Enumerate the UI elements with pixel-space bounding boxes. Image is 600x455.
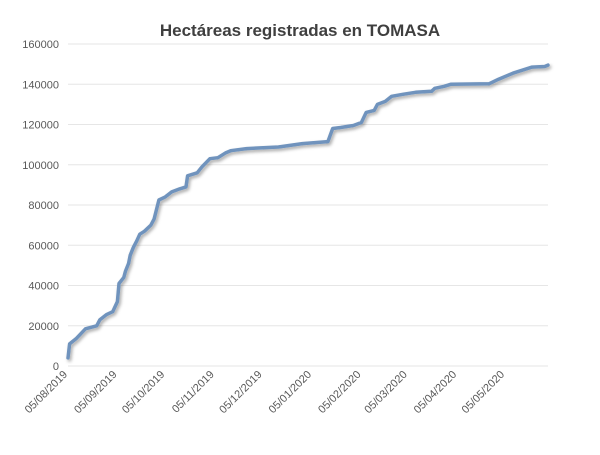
- grid-layer: [68, 43, 548, 367]
- y-tick-label: 100000: [22, 160, 59, 172]
- data-point: [157, 198, 161, 202]
- data-point: [184, 185, 188, 189]
- x-tick-label: 05/02/2020: [316, 369, 363, 416]
- data-point: [152, 217, 156, 221]
- data-point: [530, 65, 534, 69]
- data-point: [74, 337, 78, 340]
- y-tick-label: 0: [53, 361, 59, 373]
- data-point: [111, 310, 114, 313]
- data-point: [124, 270, 127, 273]
- x-tick-label: 05/12/2019: [217, 369, 264, 416]
- series-line: [66, 63, 550, 360]
- data-point: [132, 246, 135, 249]
- data-point: [143, 230, 146, 233]
- y-tick-label: 160000: [22, 39, 59, 51]
- x-tick-label: 05/05/2020: [460, 369, 507, 416]
- x-tick-label: 05/03/2020: [362, 369, 409, 416]
- x-tick-label: 05/11/2019: [170, 369, 217, 416]
- data-point: [546, 63, 550, 67]
- y-tick-label: 40000: [28, 281, 59, 293]
- data-point: [401, 93, 405, 96]
- data-point: [449, 83, 452, 86]
- data-point: [511, 72, 515, 75]
- data-point: [433, 87, 436, 90]
- data-point: [98, 318, 102, 321]
- data-point: [360, 121, 363, 124]
- data-point: [129, 254, 132, 257]
- data-point: [186, 174, 189, 177]
- data-point: [84, 327, 87, 330]
- data-point: [414, 91, 417, 94]
- data-point: [149, 223, 153, 227]
- data-point: [127, 262, 130, 265]
- data-point: [365, 111, 368, 114]
- data-point: [105, 313, 108, 316]
- y-tick-label: 140000: [22, 79, 59, 91]
- data-point: [229, 149, 232, 152]
- data-point: [95, 324, 98, 327]
- data-point: [178, 187, 181, 191]
- data-point: [277, 145, 280, 149]
- data-point: [352, 124, 355, 127]
- data-point: [196, 171, 199, 174]
- data-point: [208, 157, 212, 160]
- data-point: [497, 78, 500, 81]
- y-tick-label: 120000: [22, 120, 59, 132]
- data-point: [326, 140, 330, 143]
- data-point: [390, 95, 393, 98]
- data-point: [373, 109, 376, 112]
- x-tick-label: 05/08/2019: [23, 369, 70, 416]
- x-tick-label: 05/04/2020: [412, 369, 459, 416]
- data-point: [216, 156, 220, 159]
- data-point: [543, 65, 546, 68]
- data-point: [135, 240, 138, 243]
- x-tick-label: 05/01/2020: [267, 369, 314, 416]
- data-point: [331, 127, 334, 130]
- data-point: [430, 90, 433, 93]
- data-point: [122, 276, 126, 279]
- data-point: [200, 165, 204, 168]
- data-point: [224, 151, 228, 154]
- data-point: [68, 342, 71, 346]
- y-axis-ticks: 0 20000 40000 60000 80000 100000 120000 140000 1…: [22, 39, 59, 373]
- data-point: [116, 300, 119, 303]
- y-tick-label: 20000: [28, 321, 59, 333]
- data-point: [164, 195, 167, 199]
- data-point: [170, 190, 173, 194]
- data-point: [301, 142, 304, 145]
- data-point: [376, 103, 379, 106]
- x-tick-label: 05/09/2019: [72, 369, 119, 416]
- series-layer: [66, 63, 550, 360]
- data-point: [117, 282, 121, 285]
- y-tick-label: 80000: [28, 200, 59, 212]
- data-point: [339, 126, 342, 129]
- data-point: [66, 356, 70, 360]
- data-point: [487, 82, 491, 86]
- chart-title: Hectáreas registradas en TOMASA: [159, 21, 441, 40]
- data-point: [245, 147, 248, 150]
- x-tick-label: 05/10/2019: [120, 369, 167, 416]
- data-point: [443, 85, 446, 88]
- data-point: [384, 100, 387, 103]
- y-tick-label: 60000: [28, 240, 59, 252]
- data-point: [138, 233, 141, 236]
- x-axis-ticks: 05/08/2019 05/09/2019 05/10/2019 05/11/2019…: [23, 369, 507, 416]
